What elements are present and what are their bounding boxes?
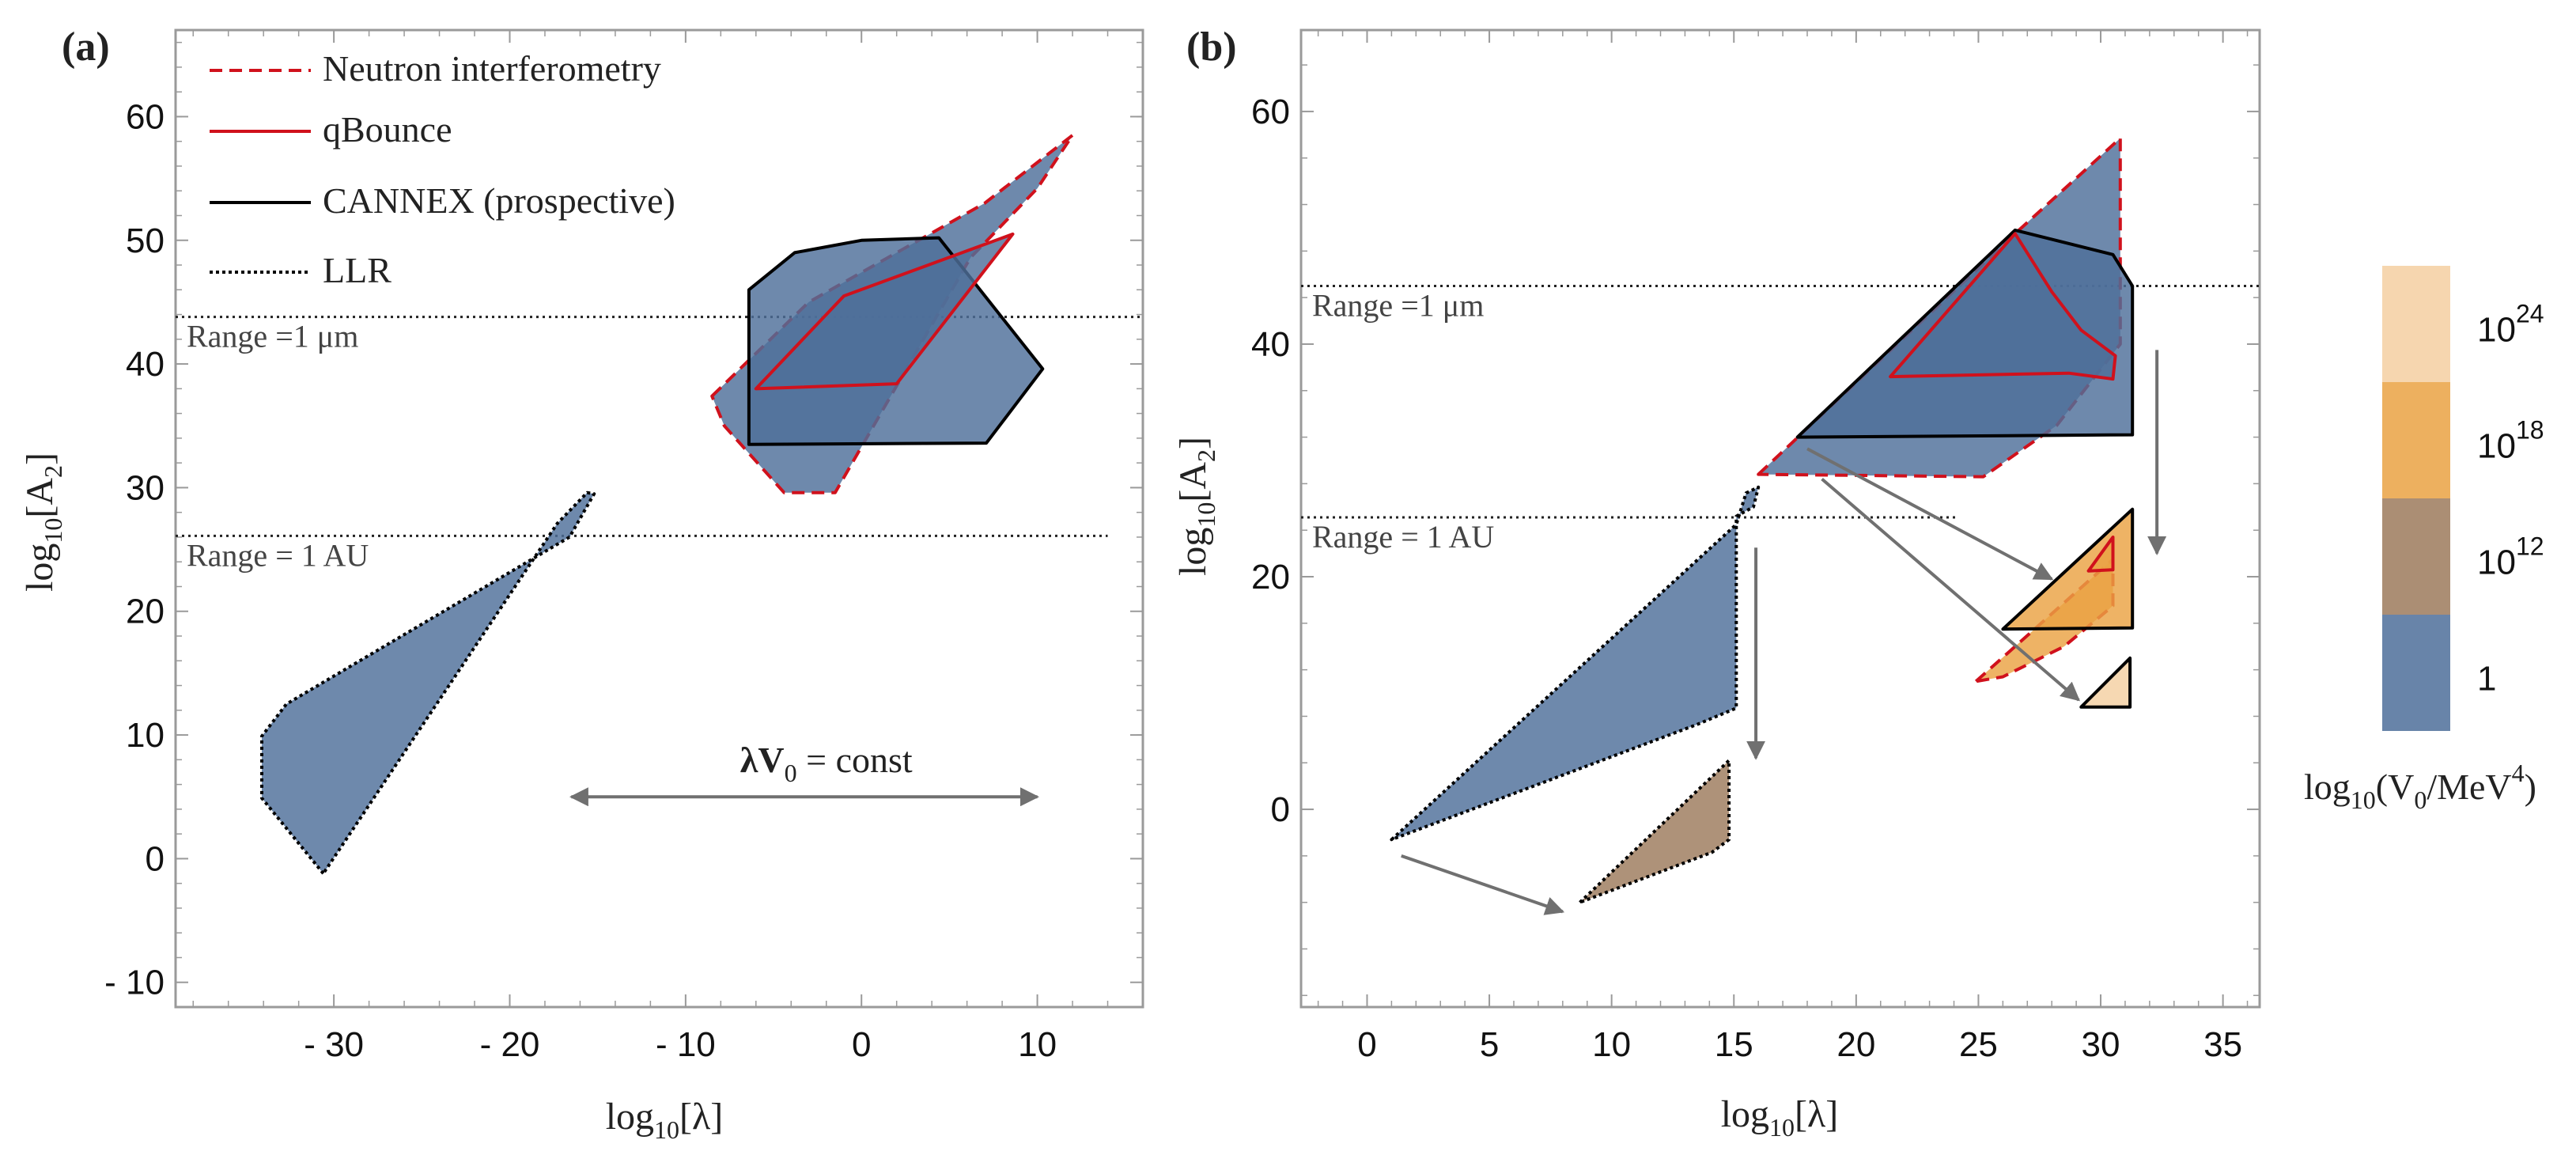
reference-line-label: Range =1 μm: [187, 319, 358, 354]
panel-a-annotation: λV0 = const: [569, 740, 1039, 807]
colorbar-swatch: [2382, 382, 2450, 498]
panel-a-ticks: - 30 - 20 - 10 0 10 - 10 0 10 20 30 40 50 60: [104, 30, 1144, 1064]
reference-line-label: Range =1 μm: [1312, 287, 1484, 323]
y-tick-label: 50: [126, 222, 165, 260]
panel-b-regions: [1390, 136, 2135, 904]
panel-a-label: (a): [62, 25, 110, 70]
panel-b-x-axis-label: log10[λ]: [1721, 1093, 1839, 1142]
panel-a-legend: Neutron interferometry qBounce CANNEX (p…: [210, 48, 675, 290]
panel-b-arrows: [1401, 350, 2167, 915]
reference-line-label: Range = 1 AU: [187, 537, 369, 573]
colorbar: 1024 1018 1012 1 log10(V0/MeV4): [2304, 266, 2544, 814]
colorbar-label: 1018: [2477, 416, 2544, 466]
y-tick-label: 60: [126, 97, 165, 136]
y-axis-label-text: log10[A2]: [1172, 437, 1220, 576]
shift-arrow: [1401, 854, 1565, 915]
legend-label-cannex: CANNEX (prospective): [323, 180, 675, 221]
region-llr: [1390, 485, 1761, 842]
y-axis-label-text: log10[A2]: [19, 453, 67, 592]
x-tick-label: 35: [2203, 1025, 2242, 1064]
y-tick-label: 0: [1271, 790, 1290, 829]
region-qbounce: [1889, 232, 2117, 381]
x-tick-label: 15: [1715, 1025, 1753, 1064]
panel-a-x-axis-label: log10[λ]: [606, 1096, 724, 1144]
region-qbounce: [2086, 536, 2115, 573]
y-tick-label: 10: [126, 716, 165, 755]
y-tick-label: - 10: [104, 964, 165, 1002]
y-tick-label: 30: [126, 468, 165, 507]
colorbar-swatch: [2382, 498, 2450, 615]
x-tick-label: 5: [1480, 1025, 1499, 1064]
panel-a-regions: [260, 133, 1075, 876]
y-tick-label: 60: [1251, 93, 1290, 131]
x-tick-label: - 30: [304, 1025, 364, 1064]
reference-line-label: Range = 1 AU: [1312, 519, 1494, 555]
x-tick-label: 20: [1836, 1025, 1875, 1064]
panel-a-frame: [174, 28, 1144, 1009]
x-tick-label: 10: [1018, 1025, 1057, 1064]
colorbar-title: log10(V0/MeV4): [2304, 759, 2536, 814]
x-tick-label: 10: [1592, 1025, 1631, 1064]
legend-label-neutron: Neutron interferometry: [323, 48, 661, 89]
y-tick-label: 20: [126, 593, 165, 631]
region-cannex-prospective: [2079, 656, 2132, 709]
x-tick-label: 25: [1959, 1025, 1998, 1064]
region-llr: [260, 490, 596, 876]
region-cannex-prospective: [2001, 507, 2135, 631]
x-tick-label: - 10: [656, 1025, 716, 1064]
colorbar-label: 1: [2477, 660, 2496, 699]
x-tick-label: 0: [1357, 1025, 1376, 1064]
panel-b-reference-lines: Range =1 μm Range = 1 AU: [1301, 284, 2260, 555]
y-tick-label: 40: [1251, 325, 1290, 364]
x-tick-label: 30: [2082, 1025, 2120, 1064]
shift-arrow: [1821, 477, 2081, 702]
panel-a: - 30 - 20 - 10 0 10 - 10 0 10 20 30 40 50 60 Range =…: [19, 25, 1144, 1144]
region-llr: [1578, 759, 1731, 904]
panel-b-ticks: 0 5 10 15 20 25 30 35 0 20 40 60: [1251, 30, 2260, 1064]
colorbar-label: 1024: [2477, 300, 2544, 350]
x-tick-label: 0: [852, 1025, 871, 1064]
panel-b-label: (b): [1186, 25, 1237, 70]
colorbar-swatch: [2382, 615, 2450, 731]
x-tick-label: - 20: [480, 1025, 540, 1064]
y-tick-label: 20: [1251, 558, 1290, 596]
legend-label-llr: LLR: [323, 250, 392, 290]
y-tick-label: 40: [126, 345, 165, 384]
legend-label-qbounce: qBounce: [323, 109, 452, 150]
y-tick-label: 0: [146, 839, 165, 878]
shift-arrow: [1806, 447, 2054, 581]
const-annotation-label: λV0 = const: [740, 740, 913, 787]
colorbar-swatch: [2382, 266, 2450, 382]
region-qbounce: [754, 232, 1015, 391]
panel-a-reference-lines: Range =1 μm Range = 1 AU: [176, 316, 1143, 573]
colorbar-label: 1012: [2477, 532, 2544, 582]
